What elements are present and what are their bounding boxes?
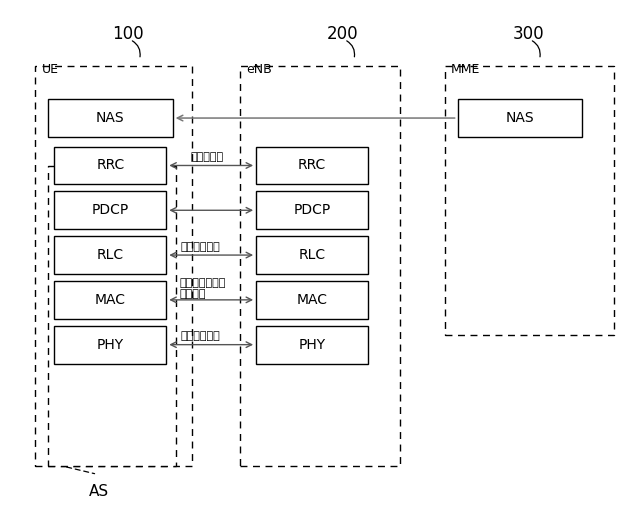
Bar — [256, 326, 368, 364]
Text: MAC: MAC — [95, 293, 126, 307]
Bar — [256, 281, 368, 319]
Bar — [54, 326, 166, 364]
Text: RRC: RRC — [298, 159, 326, 172]
Text: 無線ベアラ: 無線ベアラ — [191, 152, 224, 162]
Text: eNB: eNB — [246, 63, 272, 76]
Bar — [54, 281, 166, 319]
Bar — [48, 99, 173, 137]
Text: PDCP: PDCP — [293, 203, 331, 217]
Text: 300: 300 — [512, 25, 544, 43]
Bar — [35, 66, 192, 466]
Text: トランスポート
チャネル: トランスポート チャネル — [179, 278, 225, 299]
Text: NAS: NAS — [506, 111, 534, 125]
Text: 論理チャネル: 論理チャネル — [180, 242, 220, 252]
Text: NAS: NAS — [96, 111, 125, 125]
Text: AS: AS — [89, 484, 109, 499]
Text: 200: 200 — [326, 25, 358, 43]
Bar — [240, 66, 400, 466]
Bar — [54, 191, 166, 229]
Text: MAC: MAC — [296, 293, 328, 307]
Bar — [458, 99, 582, 137]
Text: PHY: PHY — [97, 338, 124, 352]
Text: RRC: RRC — [96, 159, 125, 172]
Bar — [256, 236, 368, 274]
Bar — [48, 166, 176, 466]
Bar — [54, 236, 166, 274]
Text: 物理チャネル: 物理チャネル — [180, 331, 220, 341]
Text: 100: 100 — [112, 25, 144, 43]
Text: RLC: RLC — [97, 248, 124, 262]
Bar — [256, 147, 368, 184]
Bar — [445, 66, 614, 335]
Text: MME: MME — [451, 63, 481, 76]
Bar — [256, 191, 368, 229]
Text: RLC: RLC — [298, 248, 326, 262]
Text: PHY: PHY — [298, 338, 326, 352]
Bar — [54, 147, 166, 184]
Text: UE: UE — [42, 63, 59, 76]
Text: PDCP: PDCP — [92, 203, 129, 217]
